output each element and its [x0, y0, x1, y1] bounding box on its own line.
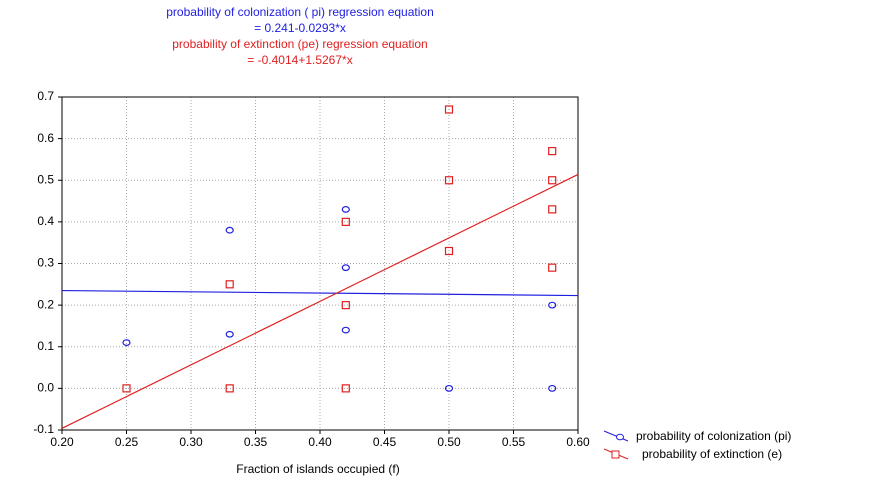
point: [341, 217, 350, 226]
x-tick-label: 0.40: [308, 435, 332, 449]
regression-line: [61, 173, 579, 429]
point: [548, 205, 557, 214]
legend-label: probability of colonization (pi): [636, 429, 791, 443]
x-tick-label: 0.55: [502, 435, 526, 449]
point: [122, 384, 131, 393]
point: [548, 301, 557, 309]
plot-frame: [61, 96, 579, 431]
y-tick-label: 0.6: [37, 131, 54, 145]
y-tick-label: -0.1: [33, 422, 54, 436]
point: [548, 147, 557, 156]
y-tick-label: 0.0: [37, 381, 54, 395]
annotation: probability of colonization ( pi) regres…: [166, 5, 434, 19]
point: [341, 264, 350, 272]
legend-label: probability of extinction (e): [642, 447, 782, 461]
point: [225, 226, 234, 234]
legend-marker: [616, 433, 624, 441]
y-tick-label: 0.1: [37, 339, 54, 353]
annotation: = 0.241-0.0293*x: [254, 21, 346, 35]
point: [444, 246, 454, 256]
point: [225, 330, 234, 338]
x-tick-label: 0.45: [373, 435, 397, 449]
x-tick-label: 0.50: [437, 435, 461, 449]
point: [548, 176, 557, 185]
y-tick-label: 0.7: [37, 89, 54, 103]
x-tick-label: 0.20: [50, 435, 74, 449]
regression-line: [61, 289, 579, 297]
x-tick-label: 0.25: [115, 435, 139, 449]
point: [548, 384, 557, 392]
point: [444, 384, 454, 392]
annotation: probability of extinction (pe) regressio…: [172, 37, 427, 51]
point: [225, 384, 234, 393]
annotation: = -0.4014+1.5267*x: [247, 53, 352, 67]
point: [444, 176, 454, 185]
y-tick-label: 0.4: [37, 214, 54, 228]
x-tick-label: 0.35: [244, 435, 268, 449]
point: [444, 105, 454, 114]
point: [341, 301, 350, 310]
point: [548, 263, 557, 272]
y-tick-label: 0.3: [37, 256, 54, 270]
legend-marker: [611, 450, 620, 459]
x-tick-label: 0.30: [179, 435, 203, 449]
legend-line: [603, 430, 629, 442]
point: [341, 205, 350, 213]
y-tick-label: 0.5: [37, 172, 54, 186]
point: [225, 280, 234, 289]
point: [341, 384, 350, 393]
y-tick-label: 0.2: [37, 297, 54, 311]
x-axis-label: Fraction of islands occupied (f): [236, 462, 399, 476]
x-tick-label: 0.60: [566, 435, 590, 449]
point: [122, 339, 131, 346]
point: [341, 326, 350, 334]
